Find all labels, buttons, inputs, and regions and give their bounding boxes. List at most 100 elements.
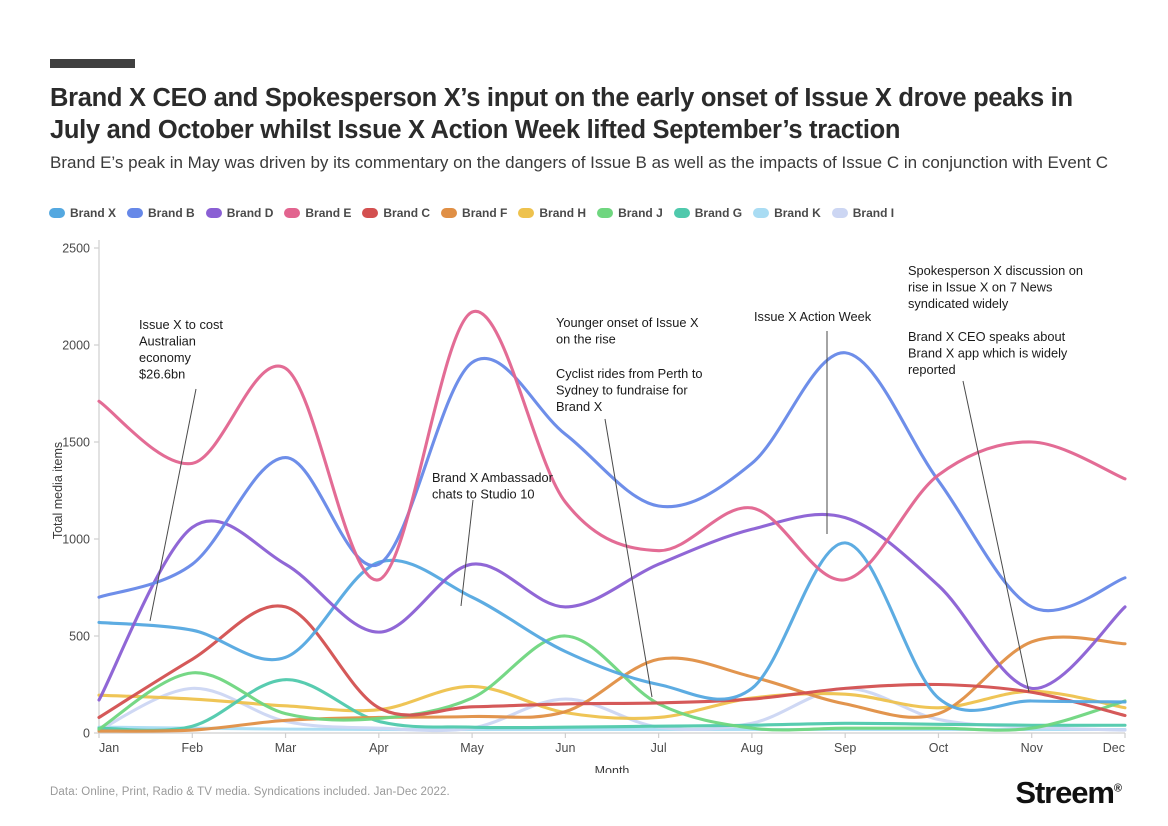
annot-spokesperson-7news-line: syndicated widely [908,296,1009,311]
series-line-brand-f [97,635,1127,733]
legend-swatch-icon [831,208,848,218]
legend-item[interactable]: Brand J [597,206,663,220]
streem-logo: Streem® [1015,775,1122,811]
chart-annotations-group: Issue X to cost Australian economy $26.6bn B… [139,263,1083,698]
legend-item-label: Brand G [694,206,743,220]
legend-item-label: Brand X [70,206,117,220]
legend-item-label: Brand E [305,206,352,220]
legend-swatch-icon [205,208,222,218]
annot-cyclist-ride: Cyclist rides from Perth to Sydney to fun… [556,366,703,414]
x-axis-title: Month [595,764,630,773]
series-line-brand-b [97,351,1127,613]
legend-item-label: Brand K [774,206,821,220]
legend-swatch-icon [518,208,535,218]
x-tick-label: Mar [275,741,297,755]
annot-issue-x-cost-line: Issue X to cost [139,317,223,332]
annot-ambassador-studio-10-leader [460,499,474,607]
legend-item[interactable]: Brand B [127,206,195,220]
series-line-brand-i [97,686,1127,733]
annot-cyclist-ride-line: Brand X [556,399,603,414]
legend-item-label: Brand F [462,206,508,220]
annot-ceo-app-leader [962,380,1030,693]
annot-issue-x-cost: Issue X to cost Australian economy $26.6bn [139,317,223,382]
annot-younger-onset-line: on the rise [556,332,616,347]
title-accent-bar [50,59,135,68]
annot-ceo-app-line: Brand X app which is widely [908,346,1068,361]
annot-ceo-app-line: Brand X CEO speaks about [908,329,1066,344]
legend-item[interactable]: Brand G [673,206,743,220]
x-tick-label: Oct [929,741,949,755]
x-tick-label: Feb [181,741,203,755]
x-tick-label: Nov [1021,741,1044,755]
chart-axes: 0 500 1000 1500 2000 2500 Jan Feb Mar Apr May Jun Ju… [51,240,1126,773]
page-subtitle: Brand E’s peak in May was driven by its … [50,153,1108,172]
annot-spokesperson-7news: Spokesperson X discussion on rise in Issu… [908,263,1083,311]
legend-swatch-icon [441,208,458,218]
series-line-brand-j [97,634,1127,732]
annot-ceo-app-line: reported [908,362,956,377]
x-tick-label: Aug [741,741,763,755]
legend-item[interactable]: Brand E [284,206,351,220]
y-tick-label: 500 [69,630,90,644]
annot-ambassador-studio-10-line: Brand X Ambassador [432,470,554,485]
series-line-brand-e [97,310,1127,582]
legend-item[interactable]: Brand D [205,206,274,220]
legend-swatch-icon [597,208,614,218]
legend-item[interactable]: Brand I [831,206,894,220]
legend-item-label: Brand B [148,206,195,220]
x-tick-label: Jun [555,741,575,755]
legend-swatch-icon [284,208,301,218]
x-tick-label: Sep [834,741,856,755]
legend-swatch-icon [362,208,379,218]
chart-plot-area: 0 500 1000 1500 2000 2500 Jan Feb Mar Apr May Jun Ju… [0,228,1168,773]
annot-issue-x-cost-line: Australian [139,334,196,349]
annot-issue-x-cost-line: economy [139,350,192,365]
annot-younger-onset-line: Younger onset of Issue X [556,315,699,330]
y-tick-label: 0 [83,727,90,741]
annot-action-week-line: Issue X Action Week [754,309,872,324]
y-tick-label: 1500 [62,436,90,450]
registered-mark: ® [1113,782,1122,795]
chart-legend: Brand X Brand B Brand D Brand E Brand C Brand… [49,206,905,220]
chart-series-group [97,310,1127,733]
legend-item-label: Brand J [618,206,663,220]
annot-spokesperson-7news-line: Spokesperson X discussion on [908,263,1083,278]
annot-cyclist-ride-line: Cyclist rides from Perth to [556,366,703,381]
legend-swatch-icon [673,208,690,218]
annot-ambassador-studio-10: Brand X Ambassador chats to Studio 10 [432,470,554,502]
footer-data-note: Data: Online, Print, Radio & TV media. S… [50,786,450,798]
annot-younger-onset: Younger onset of Issue X on the rise [556,315,699,347]
annot-action-week: Issue X Action Week [754,309,872,324]
annot-issue-x-cost-line: $26.6bn [139,367,185,382]
annot-cyclist-ride-line: Sydney to fundraise for [556,383,688,398]
legend-item-label: Brand H [539,206,587,220]
legend-swatch-icon [753,208,770,218]
annot-ambassador-studio-10-line: chats to Studio 10 [432,487,534,502]
series-line-brand-d [97,512,1127,702]
x-tick-label: Dec [1103,741,1125,755]
streem-logo-text: Streem [1015,775,1115,810]
series-line-brand-c [97,604,1127,720]
legend-item[interactable]: Brand K [753,206,821,220]
legend-item[interactable]: Brand C [362,206,430,220]
y-tick-label: 1000 [62,533,90,547]
legend-item-label: Brand C [383,206,431,220]
annot-cyclist-ride-leader [604,418,653,698]
y-tick-label: 2500 [62,242,90,256]
legend-item[interactable]: Brand H [518,206,586,220]
x-tick-label: Apr [369,741,388,755]
annot-ceo-app: Brand X CEO speaks about Brand X app whic… [908,329,1068,377]
legend-item-label: Brand D [226,206,274,220]
page-title: Brand X CEO and Spokesperson X’s input o… [50,84,1073,145]
x-tick-label: Jul [651,741,667,755]
annot-spokesperson-7news-line: rise in Issue X on 7 News [908,280,1052,295]
x-tick-label: May [460,741,484,755]
legend-swatch-icon [127,208,144,218]
legend-swatch-icon [49,208,65,218]
legend-item[interactable]: Brand X [49,206,116,220]
y-axis-title: Total media items [51,442,65,539]
series-line-brand-x [97,541,1127,712]
legend-item[interactable]: Brand F [441,206,507,220]
y-tick-label: 2000 [62,339,90,353]
